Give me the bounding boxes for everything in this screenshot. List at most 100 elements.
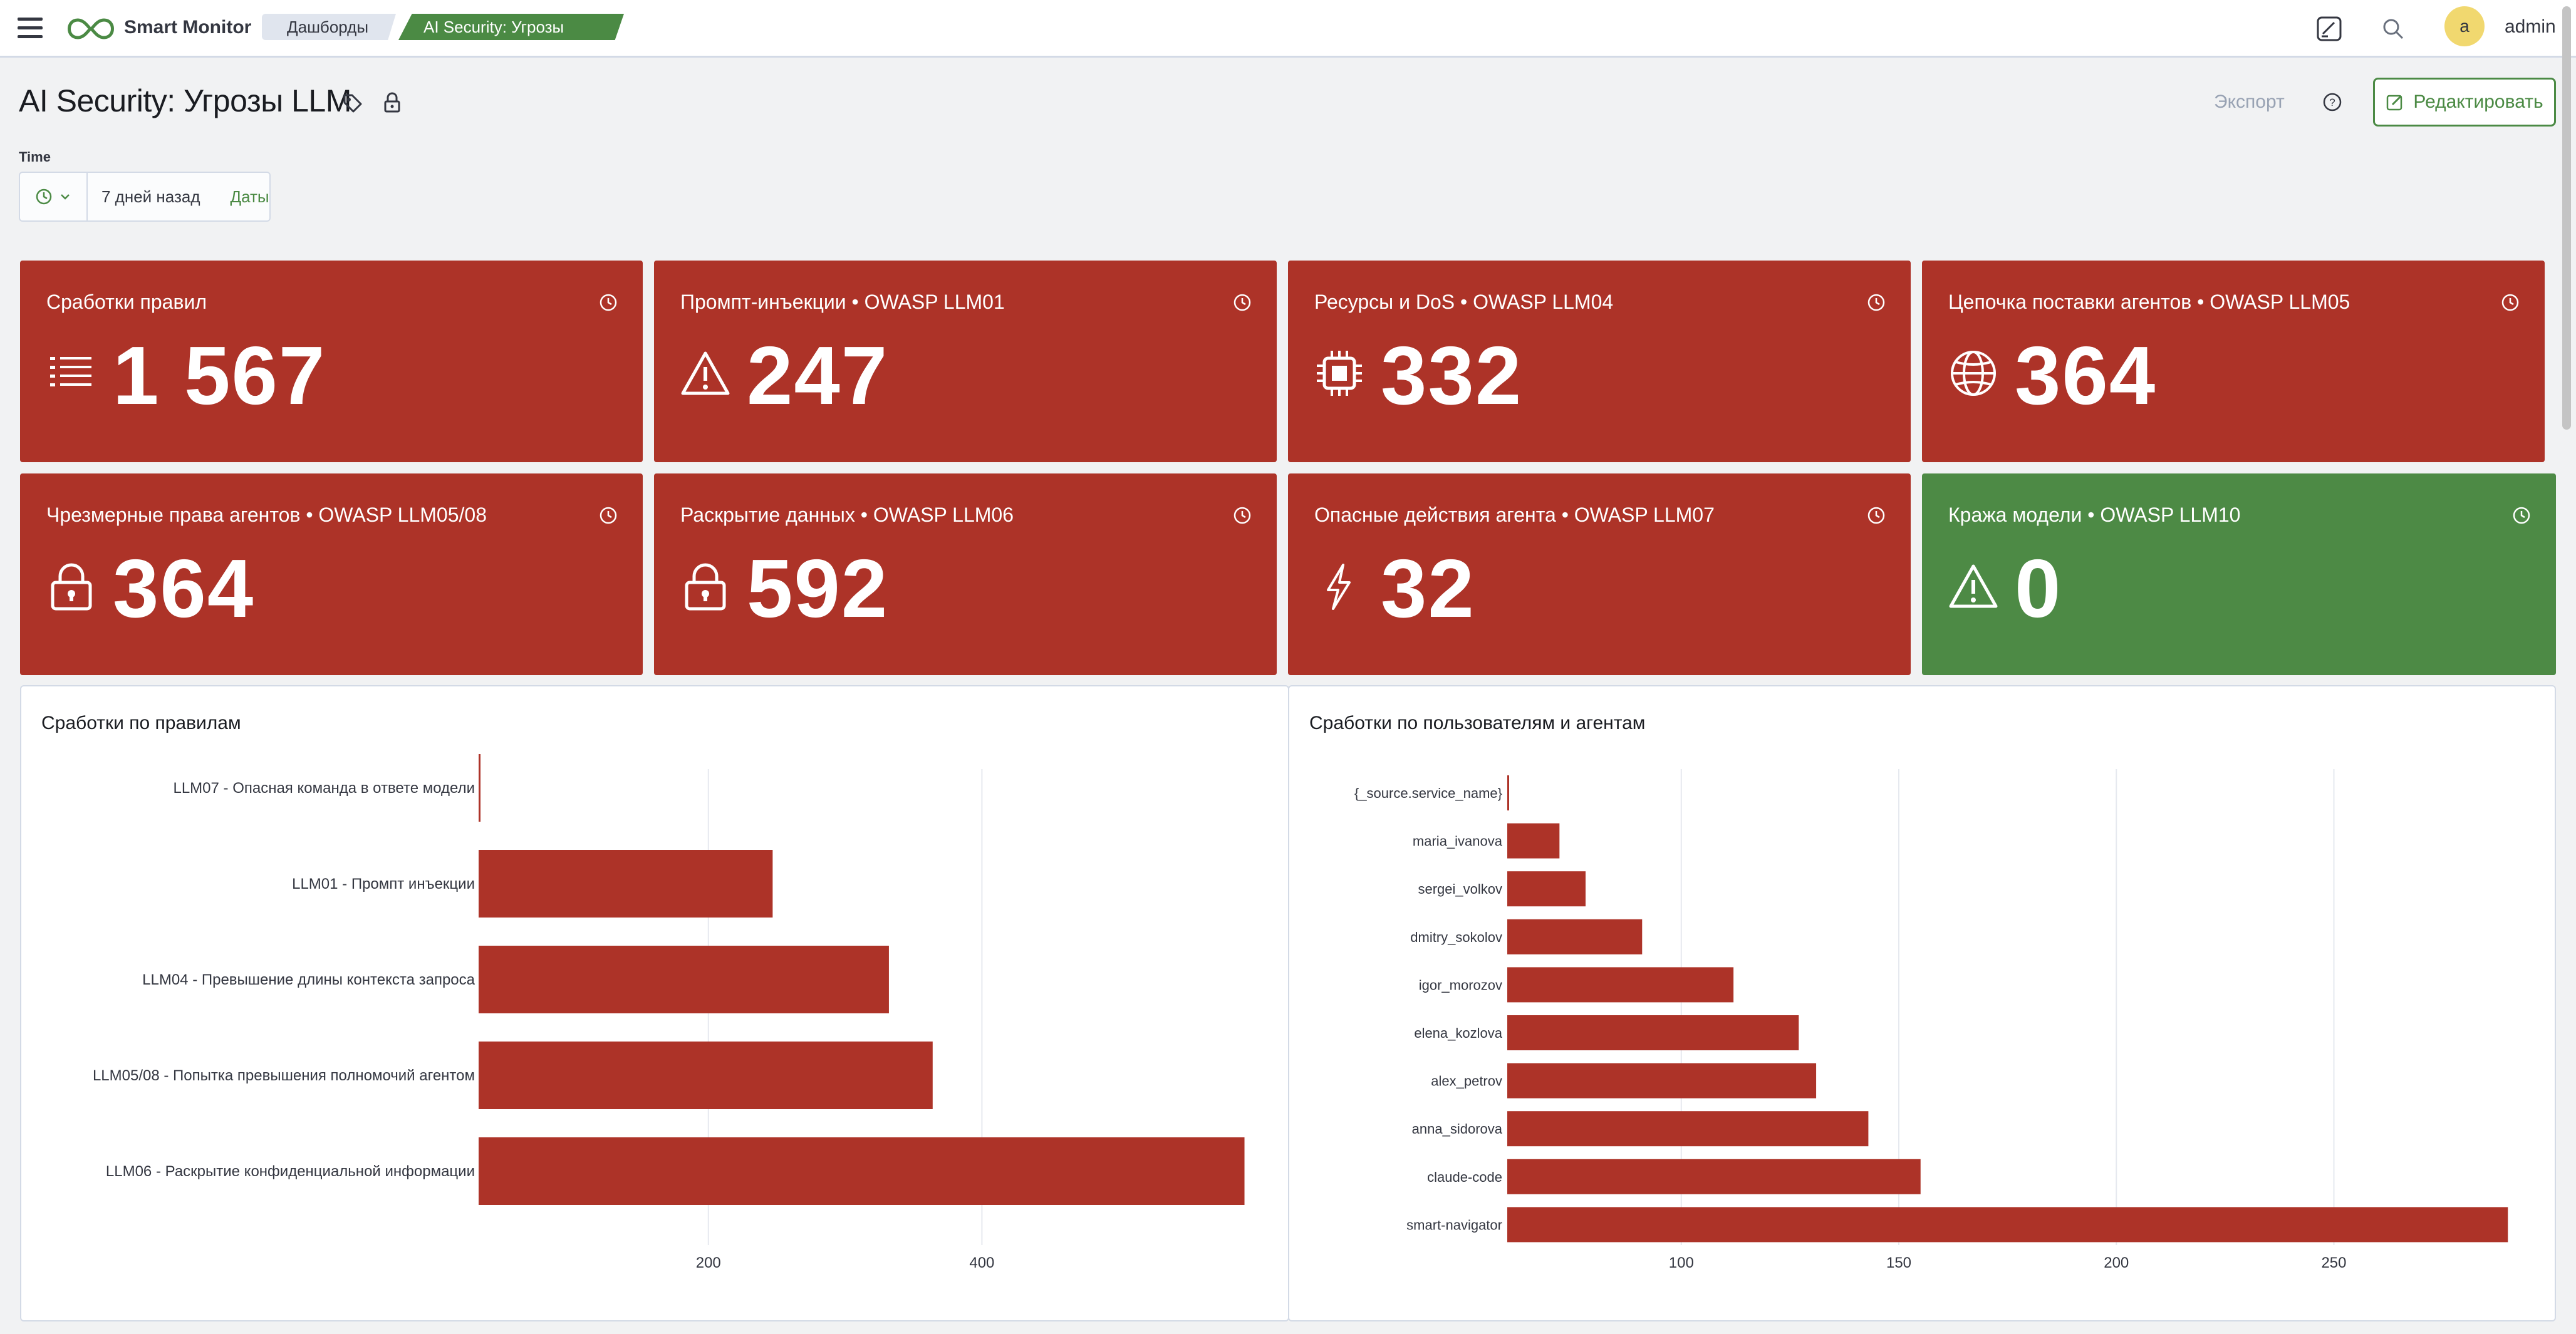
category-label: LLM04 - Превышение длины контекста запро…	[142, 971, 475, 988]
clock-icon[interactable]	[1867, 506, 1886, 525]
list-icon	[46, 348, 96, 398]
metric-value: 0	[2015, 542, 2062, 634]
user-name[interactable]: admin	[2505, 16, 2556, 37]
category-label: {_source.service_name}	[1354, 785, 1502, 801]
category-label: maria_ivanova	[1413, 834, 1503, 849]
page-title: AI Security: Угрозы LLM	[19, 83, 351, 118]
category-label: alex_petrov	[1431, 1073, 1502, 1089]
time-picker[interactable]: 7 дней назад Даты	[19, 172, 271, 222]
metric-card-prompt-injections[interactable]: Промпт-инъекции • OWASP LLM01 247	[654, 261, 1277, 462]
page-scrollbar[interactable]	[2562, 6, 2571, 430]
clock-icon[interactable]	[1233, 506, 1252, 525]
category-label: LLM07 - Опасная команда в ответе модели	[173, 780, 475, 797]
breadcrumb-current-dashboard[interactable]: AI Security: Угрозы LLM	[398, 14, 624, 40]
metric-card-rule-triggers[interactable]: Сработки правил 1 567	[20, 261, 643, 462]
category-label: claude-code	[1427, 1169, 1502, 1185]
chevron-down-icon	[61, 194, 70, 200]
x-tick-label: 250	[2321, 1254, 2346, 1271]
metric-value: 592	[747, 542, 889, 634]
bar[interactable]	[479, 754, 480, 822]
metric-value: 1 567	[113, 329, 326, 421]
bolt-icon	[1314, 561, 1364, 611]
metric-title: Цепочка поставки агентов • OWASP LLM05	[1948, 291, 2350, 313]
avatar[interactable]: a	[2444, 6, 2485, 46]
metric-title: Ресурсы и DoS • OWASP LLM04	[1314, 291, 1614, 313]
chip-icon	[1314, 348, 1364, 398]
time-range-value[interactable]: 7 дней назад	[101, 187, 200, 206]
quick-select-button[interactable]	[20, 173, 88, 220]
metric-title: Опасные действия агента • OWASP LLM07	[1314, 504, 1715, 526]
category-label: elena_kozlova	[1414, 1025, 1502, 1041]
x-tick-label: 150	[1886, 1254, 1911, 1271]
lock-icon	[680, 561, 730, 611]
bar[interactable]	[1507, 823, 1560, 859]
bar[interactable]	[1507, 871, 1586, 907]
lock-icon[interactable]	[381, 91, 403, 114]
bar[interactable]	[1507, 967, 1734, 1003]
metric-card-data-disclosure[interactable]: Раскрытие данных • OWASP LLM06 592	[654, 473, 1277, 675]
lock-icon	[46, 561, 96, 611]
export-button[interactable]: Экспорт	[2214, 91, 2285, 112]
bar[interactable]	[1507, 1063, 1817, 1099]
category-label: anna_sidorova	[1412, 1121, 1503, 1137]
metric-card-dangerous-agent-actions[interactable]: Опасные действия агента • OWASP LLM07 32	[1288, 473, 1911, 675]
metric-card-agent-supply-chain[interactable]: Цепочка поставки агентов • OWASP LLM05 36…	[1922, 261, 2545, 462]
pencil-icon	[2387, 95, 2402, 111]
menu-icon[interactable]	[18, 18, 43, 39]
metric-value: 364	[113, 542, 255, 634]
bar[interactable]	[1507, 1015, 1799, 1050]
bar[interactable]	[479, 946, 889, 1013]
metric-value: 332	[1381, 329, 1523, 421]
metric-card-model-theft[interactable]: Кража модели • OWASP LLM10 0	[1922, 473, 2556, 675]
chart-title: Сработки по правилам	[41, 713, 241, 733]
bar[interactable]	[1507, 775, 1509, 810]
category-label: LLM01 - Промпт инъекции	[292, 876, 475, 892]
help-icon[interactable]: ?	[2322, 91, 2343, 113]
bar[interactable]	[1507, 1159, 1921, 1194]
clock-icon[interactable]	[2512, 506, 2531, 525]
bar[interactable]	[479, 1042, 933, 1109]
bar-chart-by-rules: 200 400 LLM07 - Опасная команда в ответе м…	[93, 754, 1245, 1271]
metric-card-resources-dos[interactable]: Ресурсы и DoS • OWASP LLM04 332	[1288, 261, 1911, 462]
metric-value: 247	[747, 329, 889, 421]
time-label: Time	[19, 149, 51, 165]
clock-icon[interactable]	[2501, 293, 2520, 312]
category-label: dmitry_sokolov	[1410, 929, 1502, 945]
breadcrumb-dashboards[interactable]: Дашборды	[262, 14, 396, 40]
notes-edit-icon[interactable]	[2315, 15, 2343, 43]
metric-card-excessive-agent-rights[interactable]: Чрезмерные права агентов • OWASP LLM05/0…	[20, 473, 643, 675]
bar[interactable]	[479, 1137, 1245, 1205]
bar[interactable]	[1507, 1111, 1869, 1147]
bar[interactable]	[1507, 919, 1643, 954]
category-label: smart-navigator	[1406, 1217, 1502, 1233]
clock-icon[interactable]	[599, 506, 618, 525]
search-icon[interactable]	[2379, 15, 2407, 43]
metric-value: 364	[2015, 329, 2157, 421]
svg-text:?: ?	[2329, 96, 2335, 108]
app-name[interactable]: Smart Monitor	[124, 17, 252, 38]
bar[interactable]	[479, 850, 773, 918]
clock-icon[interactable]	[1867, 293, 1886, 312]
warning-icon	[1948, 561, 1998, 611]
metric-title: Кража модели • OWASP LLM10	[1948, 504, 2241, 526]
globe-icon	[1948, 348, 1998, 398]
x-tick-label: 100	[1669, 1254, 1694, 1271]
edit-button[interactable]: Редактировать	[2373, 78, 2556, 127]
show-dates-button[interactable]: Даты	[230, 187, 269, 206]
tag-icon[interactable]	[341, 91, 363, 114]
clock-icon[interactable]	[599, 293, 618, 312]
category-label: sergei_volkov	[1418, 881, 1502, 897]
chart-panel-by-users: Сработки по пользователям и агентам 100 1…	[1288, 685, 2556, 1321]
smart-monitor-logo-icon[interactable]	[64, 15, 118, 43]
metric-title: Промпт-инъекции • OWASP LLM01	[680, 291, 1005, 313]
x-tick-label: 400	[969, 1254, 994, 1271]
metric-title: Сработки правил	[46, 291, 207, 313]
metric-value: 32	[1381, 542, 1475, 634]
bar[interactable]	[1507, 1207, 2508, 1243]
chart-panel-by-rules: Сработки по правилам 200 400 LLM07 - Опасн…	[20, 685, 1289, 1321]
category-label: LLM06 - Раскрытие конфиденциальной инфор…	[106, 1163, 475, 1180]
metric-title: Чрезмерные права агентов • OWASP LLM05/0…	[46, 504, 487, 526]
bar-chart-by-users: 100 150 200 250 {_source.service_name} maria_…	[1354, 769, 2508, 1271]
edit-button-label: Редактировать	[2413, 91, 2543, 112]
clock-icon[interactable]	[1233, 293, 1252, 312]
